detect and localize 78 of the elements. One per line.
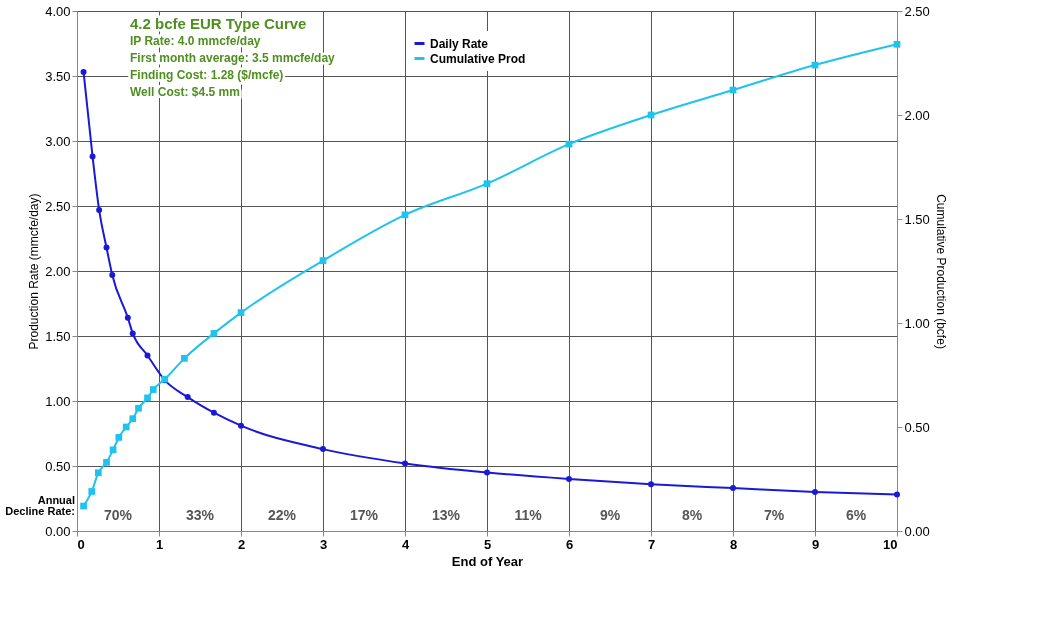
x-tick-label: 0	[77, 536, 85, 552]
annotation: 17%	[349, 507, 379, 523]
point	[144, 394, 151, 402]
point	[181, 355, 188, 362]
y-tick-label: 1.00	[45, 393, 71, 409]
point	[648, 481, 654, 488]
y2-axis-title: Cumulative Production (bcfe)	[933, 194, 948, 349]
point	[484, 469, 490, 476]
y-tick-label: 4.00	[45, 3, 71, 19]
y-tick-label: 2.00	[45, 263, 71, 279]
y2-tick-label: 2.00	[904, 107, 930, 123]
x-axis-title: End of Year	[451, 553, 524, 569]
x-tick-label: 10	[883, 536, 898, 552]
x-tick-label: 3	[319, 536, 328, 552]
point	[103, 244, 110, 251]
point	[210, 409, 217, 416]
y2-tick-label: 1.00	[904, 315, 930, 331]
x-tick-label: 5	[483, 536, 492, 552]
point	[184, 394, 191, 401]
point	[566, 476, 572, 482]
point	[109, 271, 116, 278]
point	[135, 404, 142, 412]
point	[129, 415, 137, 423]
legend-label: Daily Rate	[430, 36, 489, 51]
point	[96, 206, 103, 213]
point	[80, 502, 87, 510]
point	[129, 330, 136, 337]
point	[894, 491, 900, 498]
annotation: 13%	[431, 507, 461, 523]
point	[483, 180, 491, 187]
point	[238, 422, 244, 429]
point	[115, 434, 123, 441]
y-tick-label: 0.50	[45, 458, 71, 474]
point	[237, 309, 245, 316]
x-tick-label: 8	[729, 536, 738, 552]
y-tick-label: 3.00	[45, 133, 71, 149]
point	[730, 485, 736, 492]
point	[893, 40, 901, 48]
point	[319, 257, 327, 264]
point	[210, 330, 218, 337]
text: Annual Decline Rate:	[5, 494, 75, 517]
y-tick-label: 3.50	[45, 68, 71, 84]
point	[122, 423, 130, 431]
point	[124, 314, 131, 321]
x-tick-label: 6	[565, 536, 574, 552]
point	[80, 69, 87, 76]
point	[149, 386, 157, 393]
y2-tick-label: 0.00	[904, 523, 930, 539]
point	[401, 211, 409, 219]
point	[144, 352, 151, 359]
x-tick-label: 1	[155, 536, 164, 552]
annotation: 33%	[185, 507, 215, 523]
y2-tick-label: 1.50	[904, 211, 930, 227]
y2-tick-label: 2.50	[904, 3, 930, 19]
annotation: 9%	[599, 507, 621, 523]
point	[103, 459, 110, 466]
annotation: 8%	[681, 507, 703, 523]
point	[402, 460, 408, 467]
y-tick-label: 2.50	[45, 198, 71, 214]
point	[88, 488, 96, 495]
y-tick-label: 0.00	[45, 523, 71, 539]
x-tick-label: 2	[237, 536, 246, 552]
annotation: 11%	[514, 507, 543, 523]
annotation: 6%	[845, 507, 867, 523]
legend-label: Cumulative Prod	[430, 51, 526, 66]
x-tick-label: 9	[811, 536, 820, 552]
annotation: 70%	[103, 507, 133, 523]
point	[320, 446, 326, 453]
point	[89, 153, 96, 160]
y-axis-title: Production Rate (mmcfe/day)	[27, 193, 42, 350]
x-tick-label: 7	[647, 536, 656, 552]
point	[94, 469, 102, 477]
y-tick-label: 1.50	[45, 328, 71, 344]
annotation: 7%	[763, 507, 785, 523]
annotation: 22%	[267, 507, 297, 523]
x-tick-label: 4	[401, 536, 410, 552]
y2-tick-label: 0.50	[904, 419, 930, 435]
point	[812, 489, 818, 495]
